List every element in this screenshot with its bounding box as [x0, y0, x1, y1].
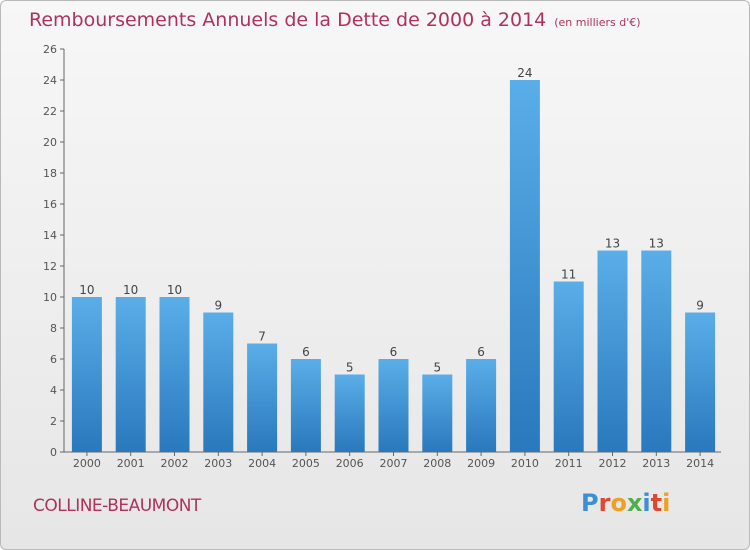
bar-value-label: 6: [390, 345, 398, 359]
bar: [509, 80, 540, 452]
logo-letter: i: [662, 489, 671, 517]
bar-value-label: 5: [433, 361, 441, 375]
x-tick-label: 2001: [117, 457, 145, 470]
bar: [422, 374, 453, 452]
title-text: Remboursements Annuels de la Dette de 20…: [29, 9, 547, 31]
bar: [247, 343, 278, 452]
bar-value-label: 7: [258, 330, 266, 344]
x-tick-label: 2002: [161, 457, 189, 470]
y-tick-label: 10: [43, 291, 57, 304]
bar: [641, 250, 672, 452]
x-tick-label: 2007: [380, 457, 408, 470]
logo-letter: r: [598, 489, 611, 517]
x-tick-label: 2000: [73, 457, 101, 470]
y-tick-label: 8: [50, 322, 57, 335]
y-tick-label: 26: [43, 43, 57, 56]
logo-letter: o: [610, 489, 627, 517]
y-tick-label: 24: [43, 74, 57, 87]
x-tick-label: 2006: [336, 457, 364, 470]
bar-value-label: 10: [167, 283, 182, 297]
logo-letter: P: [581, 489, 599, 517]
bar-value-label: 9: [214, 299, 222, 313]
bar: [203, 312, 234, 452]
y-tick-label: 12: [43, 260, 57, 273]
chart-title: Remboursements Annuels de la Dette de 20…: [29, 9, 641, 31]
y-tick-label: 2: [50, 415, 57, 428]
bar-value-label: 5: [346, 361, 354, 375]
bar: [159, 297, 190, 452]
bar: [378, 359, 409, 452]
x-tick-label: 2012: [599, 457, 627, 470]
y-tick-label: 0: [50, 446, 57, 459]
bars: 10 10 10 9 7 6 5 6 5 6 24 11 13 13 9: [71, 66, 716, 452]
bar: [466, 359, 497, 452]
y-tick-label: 14: [43, 229, 57, 242]
bar-value-label: 13: [605, 237, 620, 251]
y-tick-label: 22: [43, 105, 57, 118]
x-tick-label: 2009: [467, 457, 495, 470]
bar-value-label: 13: [649, 237, 664, 251]
bar-value-label: 6: [302, 345, 310, 359]
bar-value-label: 11: [561, 268, 576, 282]
bar-value-label: 10: [123, 283, 138, 297]
bar: [597, 250, 628, 452]
x-tick-label: 2011: [555, 457, 583, 470]
x-tick-label: 2008: [423, 457, 451, 470]
bar: [71, 297, 102, 452]
proxiti-logo: Proxiti: [581, 489, 670, 517]
bar-value-label: 24: [517, 66, 532, 80]
bar: [115, 297, 146, 452]
x-tick-labels: 2000 2001 2002 2003 2004 2005 2006 2007 2008 2009…: [73, 452, 714, 470]
x-tick-label: 2014: [686, 457, 714, 470]
x-tick-label: 2013: [642, 457, 670, 470]
y-tick-label: 6: [50, 353, 57, 366]
bar-value-label: 10: [79, 283, 94, 297]
x-tick-label: 2010: [511, 457, 539, 470]
bar: [334, 374, 365, 452]
bar: [685, 312, 716, 452]
logo-letter: t: [650, 489, 663, 517]
logo-letter: i: [642, 489, 651, 517]
commune-name: COLLINE-BEAUMONT: [33, 496, 201, 516]
x-tick-label: 2005: [292, 457, 320, 470]
y-tick-label: 16: [43, 198, 57, 211]
y-tick-label: 4: [50, 384, 57, 397]
bar: [290, 359, 321, 452]
y-tick-label: 20: [43, 136, 57, 149]
bar-value-label: 9: [696, 299, 704, 313]
y-tick-label: 18: [43, 167, 57, 180]
bar-value-label: 6: [477, 345, 485, 359]
x-tick-label: 2004: [248, 457, 276, 470]
bar: [553, 281, 584, 452]
logo-letter: x: [626, 489, 643, 517]
subtitle-text: (en milliers d'€): [554, 16, 641, 29]
x-tick-label: 2003: [204, 457, 232, 470]
